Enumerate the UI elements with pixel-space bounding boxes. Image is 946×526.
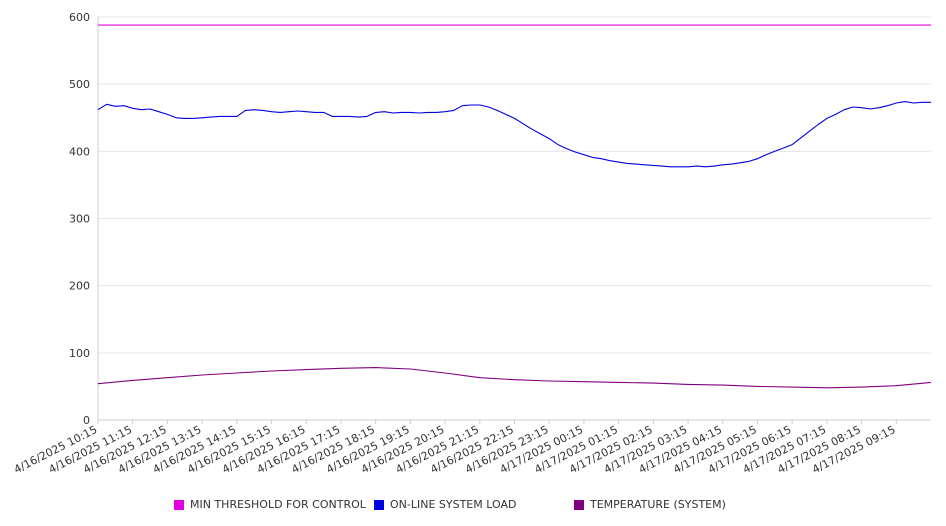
legend-swatch-temperature [574,499,584,510]
y-tick-label: 300 [69,213,90,226]
legend-label-temperature: TEMPERATURE (SYSTEM) [590,498,726,511]
y-tick-label: 0 [83,414,90,427]
legend-label-min-threshold: MIN THRESHOLD FOR CONTROL [190,498,366,511]
y-tick-label: 100 [69,347,90,360]
y-tick-label: 400 [69,145,90,158]
y-tick-label: 500 [69,78,90,91]
system-load-line [97,101,931,168]
legend-item-min-threshold[interactable]: MIN THRESHOLD FOR CONTROL [174,498,366,511]
legend-swatch-min-threshold [174,499,184,510]
legend-swatch-system-load [374,499,384,510]
legend-item-temperature[interactable]: TEMPERATURE (SYSTEM) [574,498,726,511]
legend-item-system-load[interactable]: ON-LINE SYSTEM LOAD [374,498,516,511]
y-tick-label: 600 [69,11,90,24]
y-tick-label: 200 [69,280,90,293]
legend-label-system-load: ON-LINE SYSTEM LOAD [390,498,517,511]
temperature-line [97,367,932,389]
